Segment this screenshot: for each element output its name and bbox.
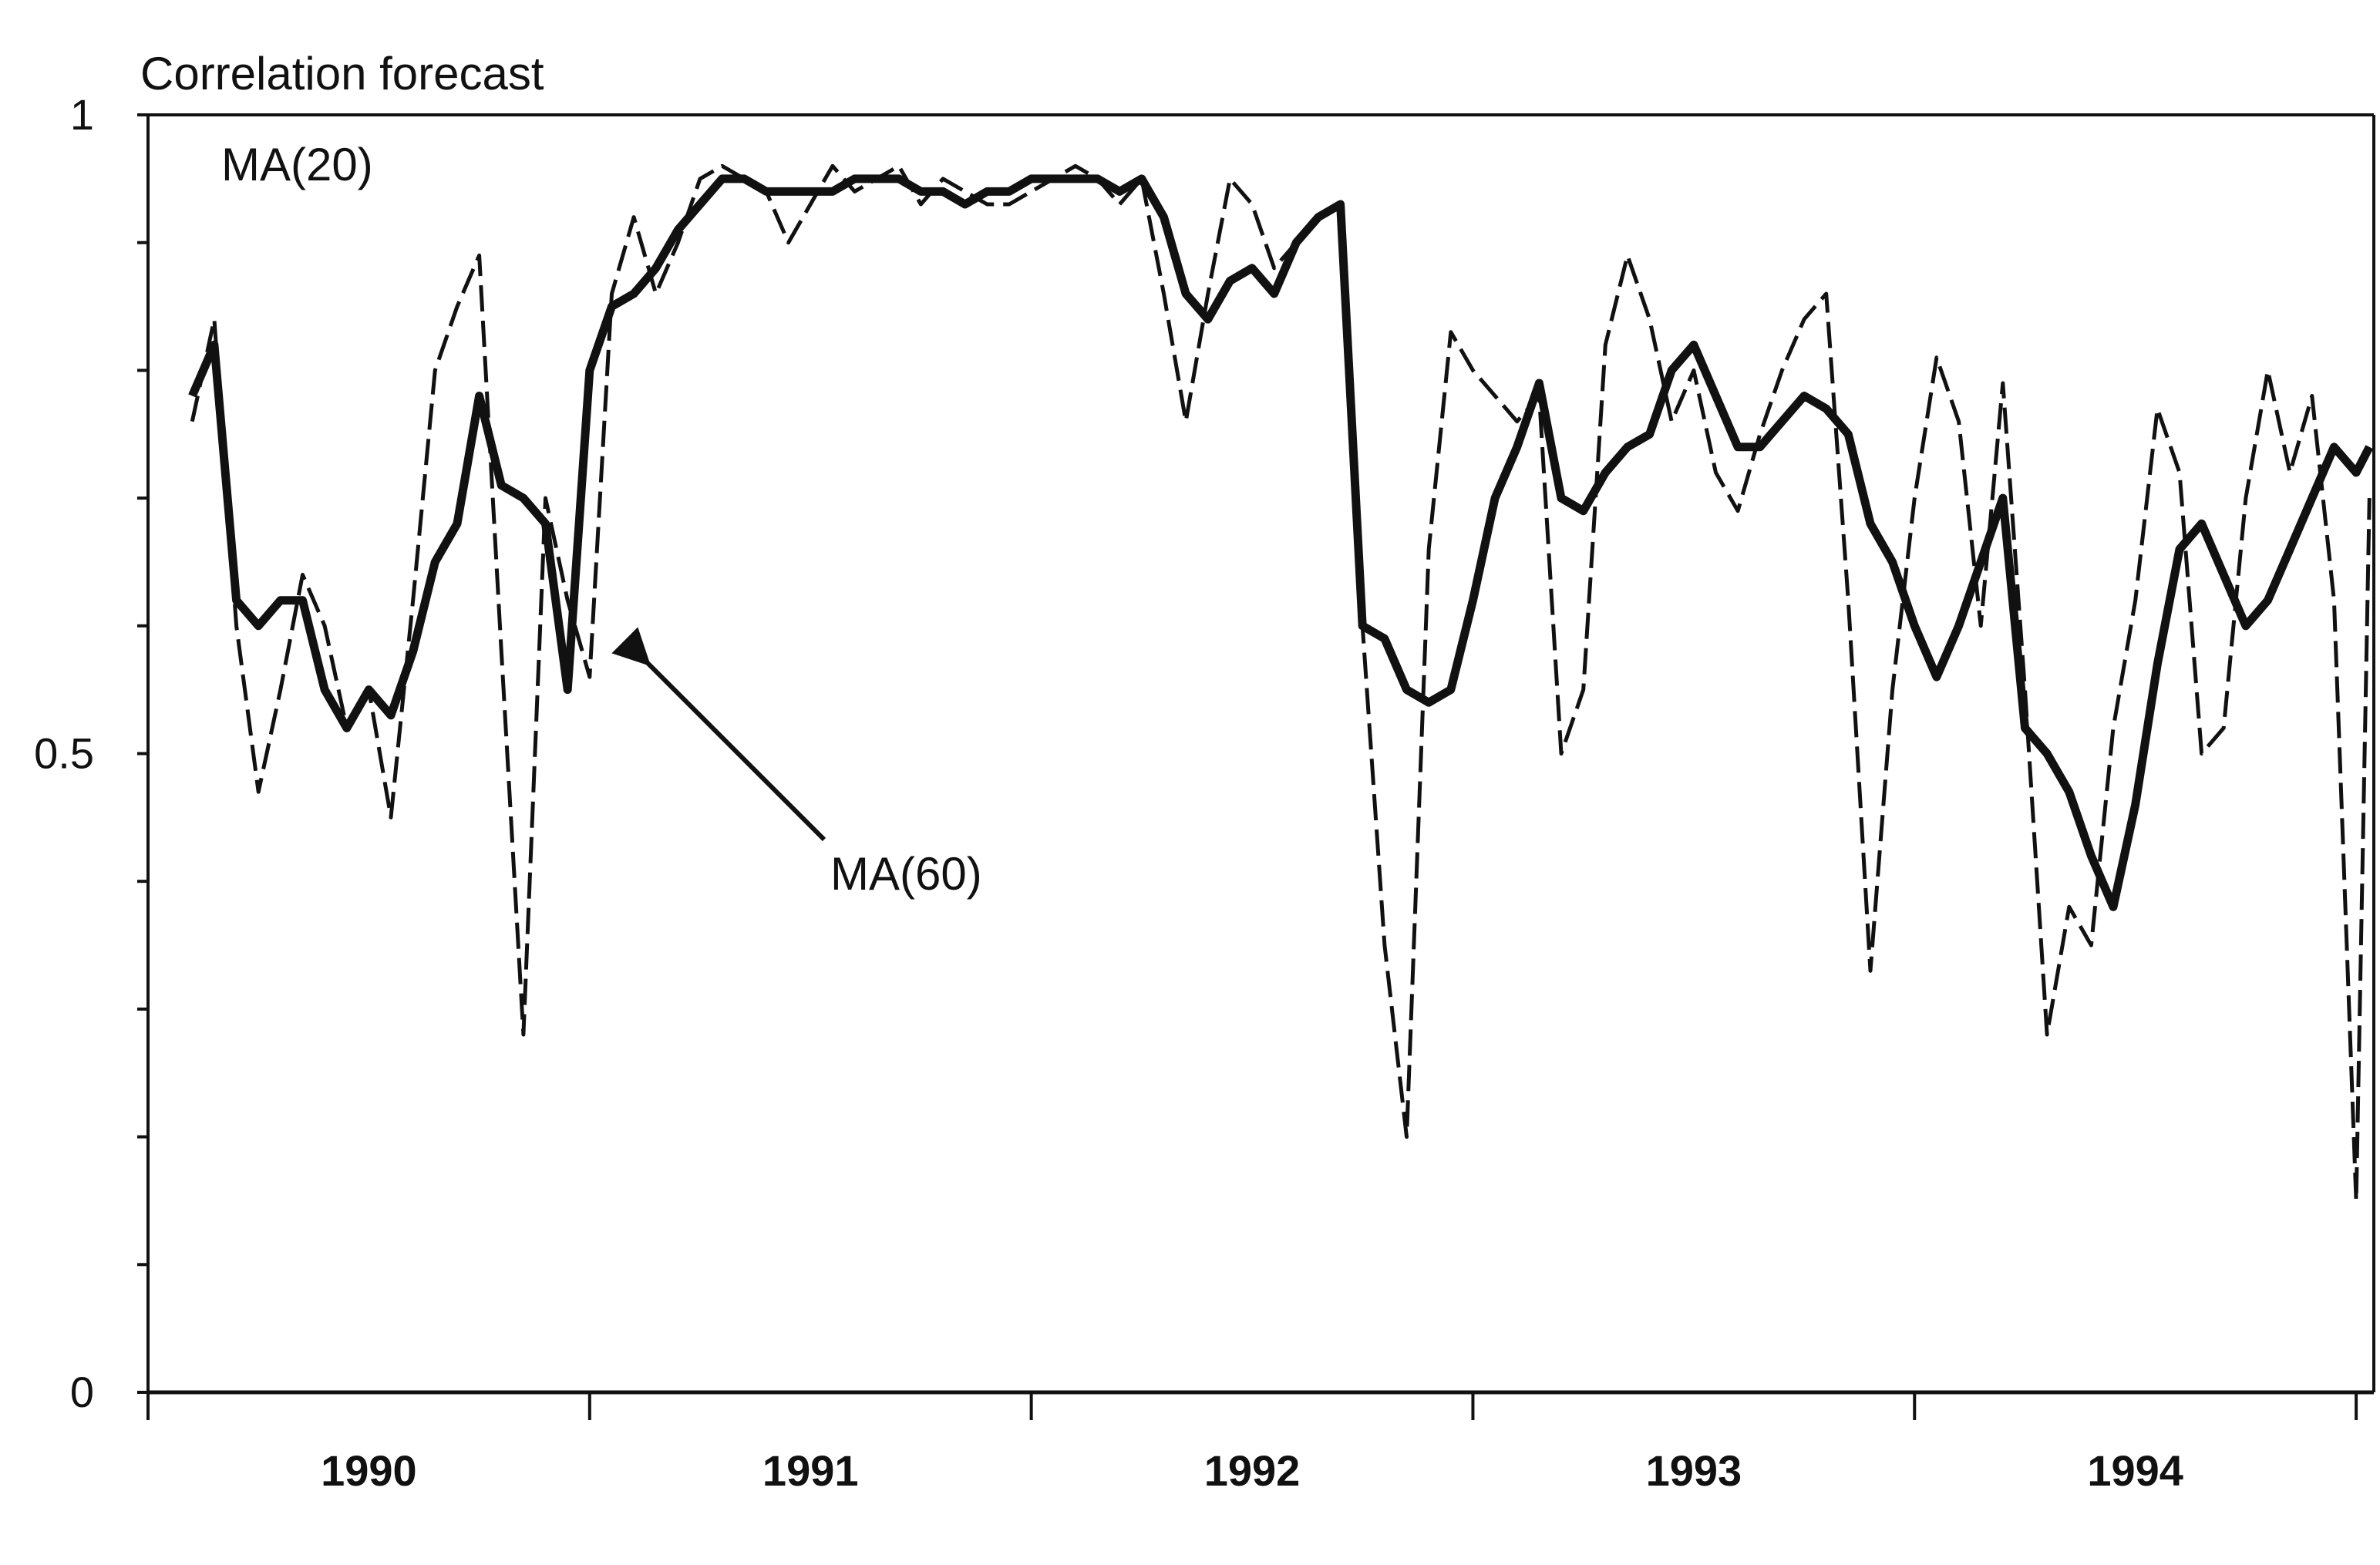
x-tick-label: 1994 [2087, 1446, 2183, 1495]
y-tick-label: 0.5 [34, 729, 94, 777]
y-axis-title: Correlation forecast [140, 48, 544, 99]
annotation-arrow [611, 627, 826, 842]
x-tick-label: 1993 [1646, 1446, 1742, 1495]
series-line [190, 163, 2372, 1203]
y-tick-label: 1 [70, 90, 94, 139]
y-tick-label: 0 [70, 1368, 94, 1416]
annotation-label: MA(60) [830, 848, 982, 900]
plot-area: 0 0.5 1 1990 1991 1992 1993 1994 [34, 90, 2375, 1495]
series-label: MA(20) [221, 139, 373, 190]
series-line [188, 174, 2374, 911]
x-tick-label: 1990 [321, 1446, 417, 1495]
x-tick-label: 1991 [762, 1446, 859, 1495]
x-tick-label: 1992 [1204, 1446, 1301, 1495]
